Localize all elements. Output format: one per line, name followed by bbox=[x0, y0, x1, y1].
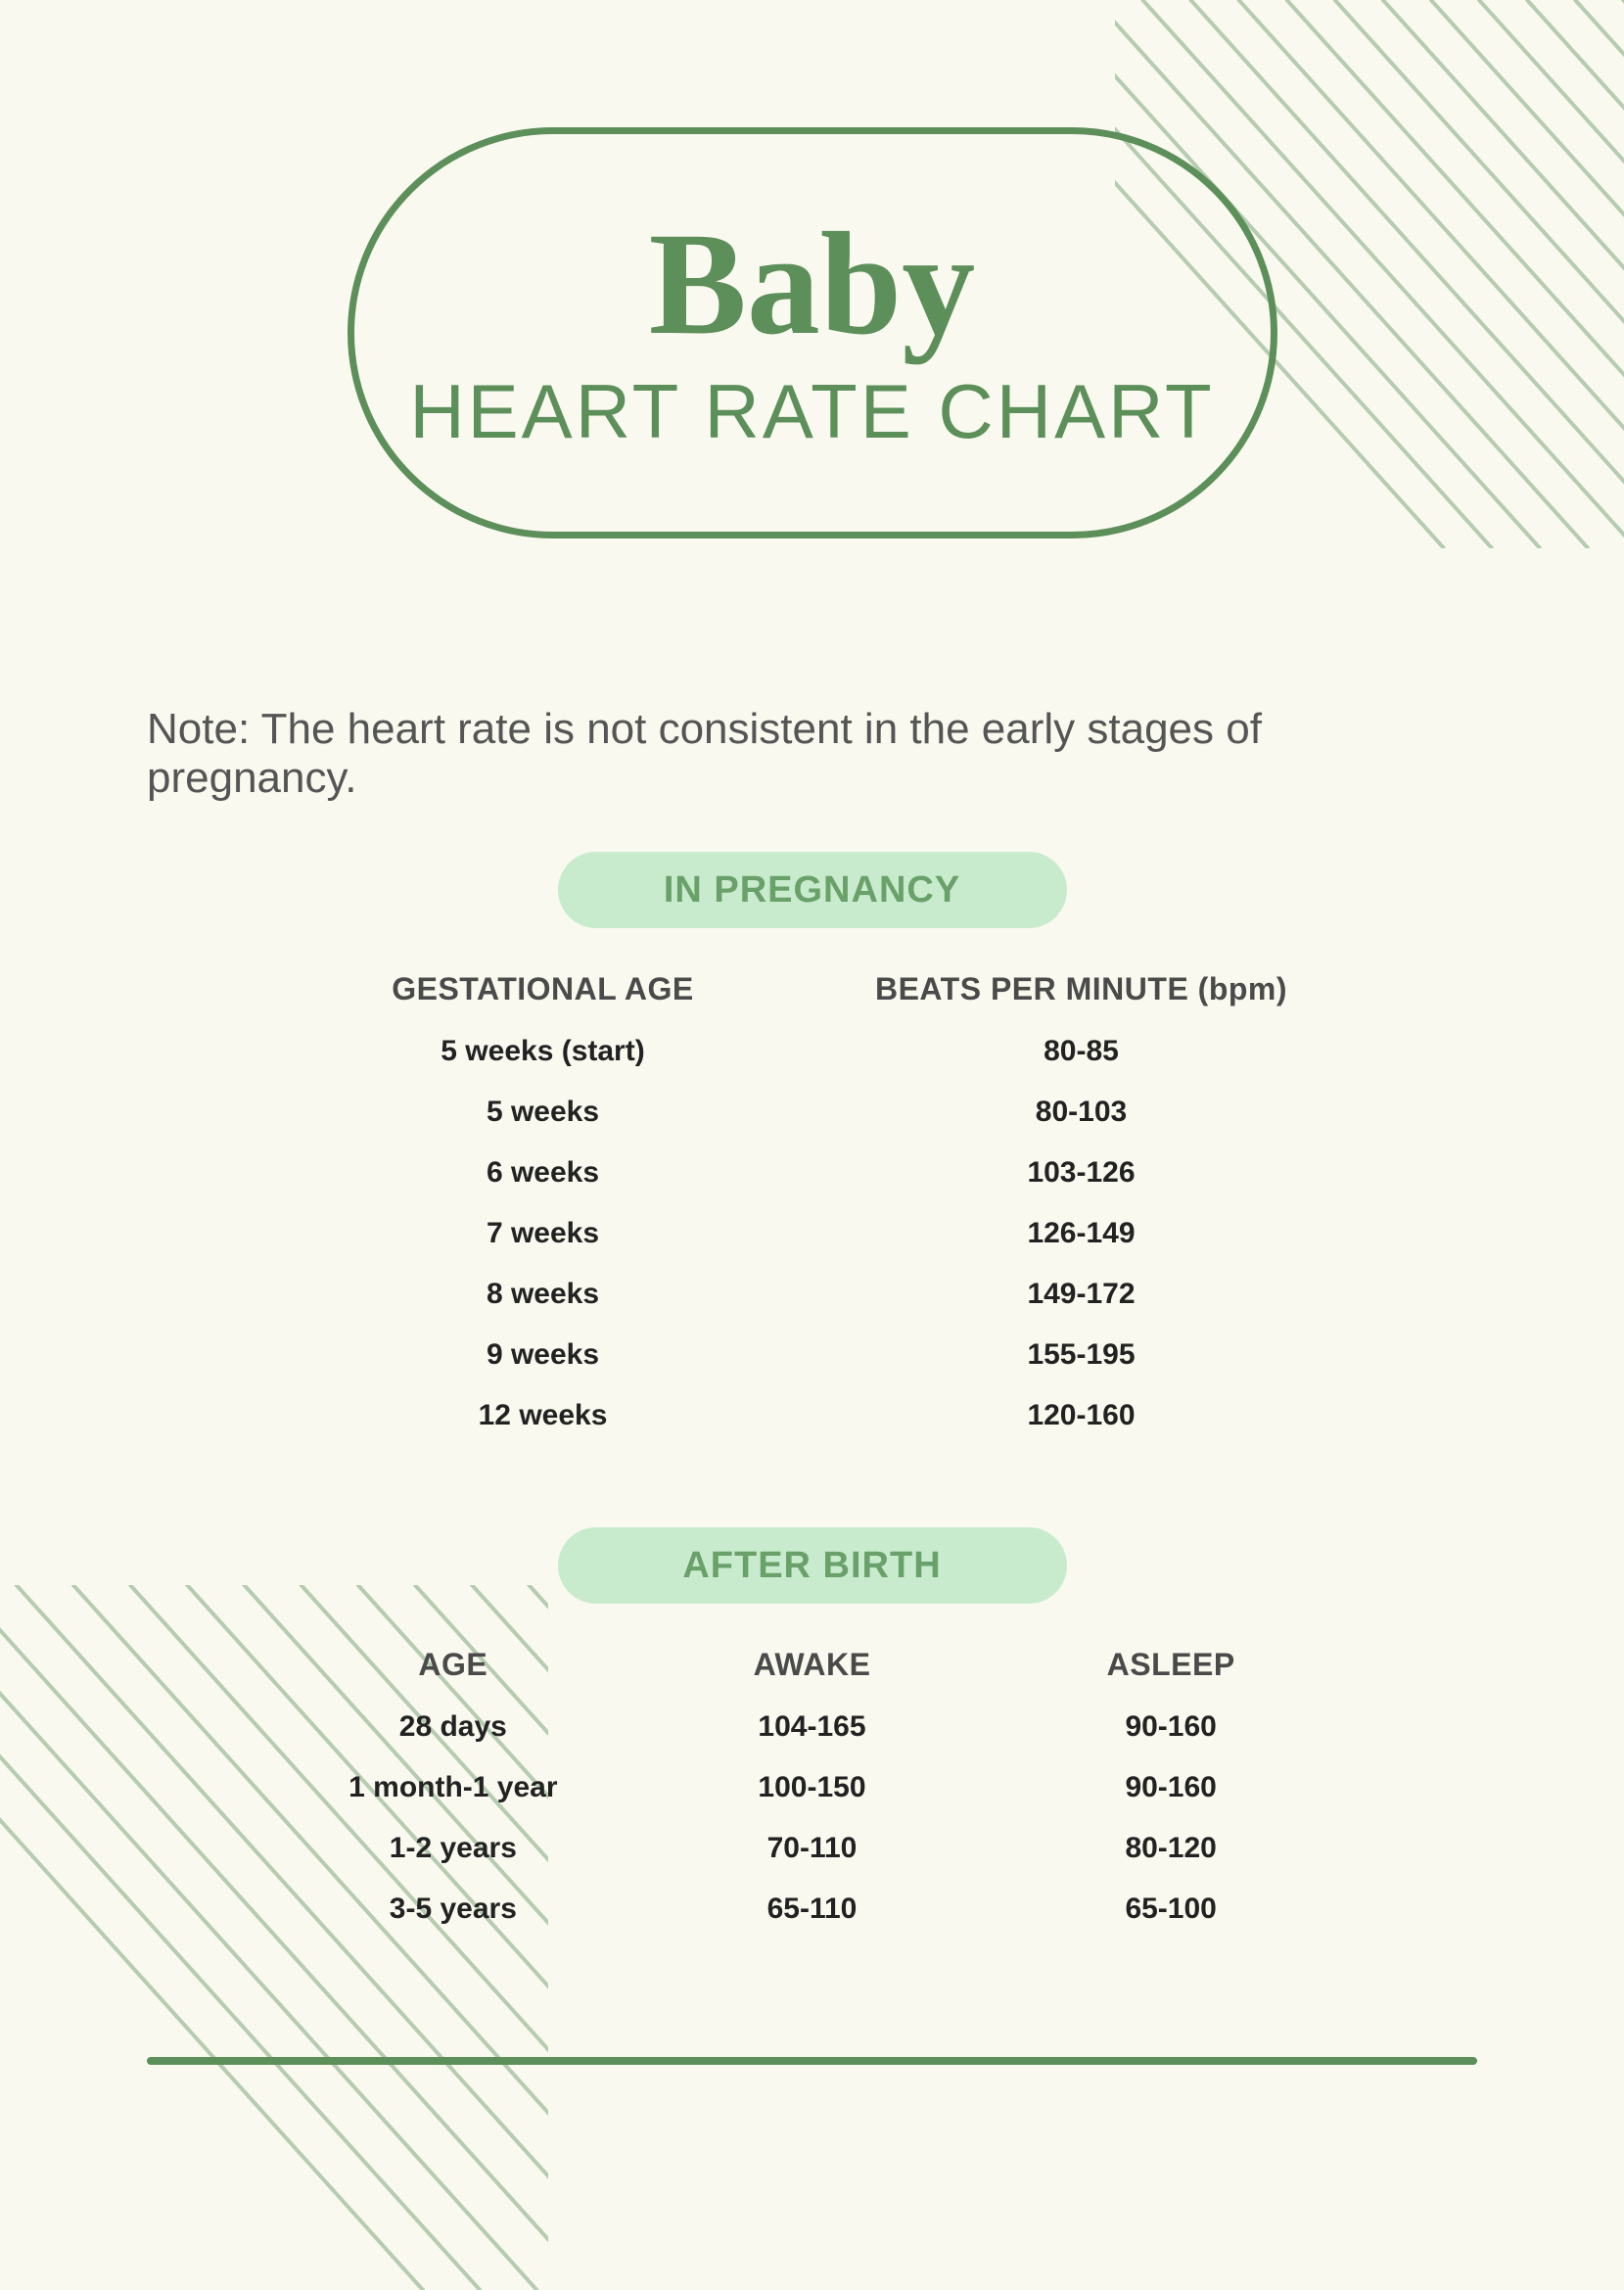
table-cell: 90-160 bbox=[992, 1697, 1351, 1757]
table-row: 8 weeks149-172 bbox=[274, 1264, 1351, 1325]
footer-rule bbox=[147, 2057, 1477, 2065]
table-header-cell: BEATS PER MINUTE (bpm) bbox=[812, 958, 1351, 1021]
table-header-cell: GESTATIONAL AGE bbox=[274, 958, 812, 1021]
table-cell: 1-2 years bbox=[274, 1818, 633, 1879]
table-row: 28 days104-16590-160 bbox=[274, 1697, 1351, 1757]
section-afterbirth: AFTER BIRTH AGEAWAKEASLEEP 28 days104-16… bbox=[274, 1527, 1351, 1939]
title-script: Baby bbox=[649, 210, 975, 357]
header-oval: Baby HEART RATE CHART bbox=[348, 127, 1277, 538]
table-header-cell: AGE bbox=[274, 1633, 633, 1697]
table-cell: 149-172 bbox=[812, 1264, 1351, 1325]
table-row: 12 weeks120-160 bbox=[274, 1385, 1351, 1446]
table-row: 6 weeks103-126 bbox=[274, 1143, 1351, 1203]
table-cell: 80-85 bbox=[812, 1021, 1351, 1082]
table-header-cell: ASLEEP bbox=[992, 1633, 1351, 1697]
table-cell: 65-100 bbox=[992, 1879, 1351, 1939]
pill-pregnancy: IN PREGNANCY bbox=[558, 852, 1067, 928]
table-row: 5 weeks (start)80-85 bbox=[274, 1021, 1351, 1082]
table-row: 1-2 years70-11080-120 bbox=[274, 1818, 1351, 1879]
table-cell: 104-165 bbox=[632, 1697, 992, 1757]
table-cell: 80-120 bbox=[992, 1818, 1351, 1879]
table-cell: 5 weeks (start) bbox=[274, 1021, 812, 1082]
table-cell: 6 weeks bbox=[274, 1143, 812, 1203]
table-cell: 5 weeks bbox=[274, 1082, 812, 1143]
table-cell: 65-110 bbox=[632, 1879, 992, 1939]
table-cell: 100-150 bbox=[632, 1757, 992, 1818]
table-cell: 90-160 bbox=[992, 1757, 1351, 1818]
table-row: 7 weeks126-149 bbox=[274, 1203, 1351, 1264]
table-cell: 70-110 bbox=[632, 1818, 992, 1879]
table-row: 1 month-1 year100-15090-160 bbox=[274, 1757, 1351, 1818]
table-cell: 80-103 bbox=[812, 1082, 1351, 1143]
pill-afterbirth: AFTER BIRTH bbox=[558, 1527, 1067, 1604]
table-cell: 103-126 bbox=[812, 1143, 1351, 1203]
table-header-cell: AWAKE bbox=[632, 1633, 992, 1697]
table-cell: 126-149 bbox=[812, 1203, 1351, 1264]
table-cell: 120-160 bbox=[812, 1385, 1351, 1446]
note-text: Note: The heart rate is not consistent i… bbox=[147, 705, 1477, 803]
table-cell: 9 weeks bbox=[274, 1325, 812, 1385]
table-cell: 28 days bbox=[274, 1697, 633, 1757]
table-pregnancy: GESTATIONAL AGEBEATS PER MINUTE (bpm) 5 … bbox=[274, 958, 1351, 1446]
table-cell: 7 weeks bbox=[274, 1203, 812, 1264]
table-row: 3-5 years65-11065-100 bbox=[274, 1879, 1351, 1939]
table-cell: 12 weeks bbox=[274, 1385, 812, 1446]
table-row: 9 weeks155-195 bbox=[274, 1325, 1351, 1385]
table-cell: 8 weeks bbox=[274, 1264, 812, 1325]
table-cell: 3-5 years bbox=[274, 1879, 633, 1939]
table-cell: 155-195 bbox=[812, 1325, 1351, 1385]
title-subtitle: HEART RATE CHART bbox=[409, 367, 1214, 456]
section-pregnancy: IN PREGNANCY GESTATIONAL AGEBEATS PER MI… bbox=[274, 852, 1351, 1446]
table-row: 5 weeks80-103 bbox=[274, 1082, 1351, 1143]
table-afterbirth: AGEAWAKEASLEEP 28 days104-16590-1601 mon… bbox=[274, 1633, 1351, 1939]
table-cell: 1 month-1 year bbox=[274, 1757, 633, 1818]
